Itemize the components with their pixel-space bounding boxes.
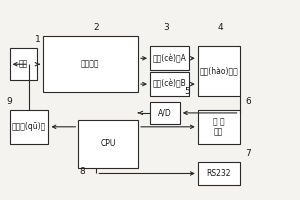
Text: 液 晶
顯示: 液 晶 顯示 (213, 117, 224, 137)
Bar (198, 162, 240, 185)
Text: 吸收氣室: 吸收氣室 (81, 60, 100, 69)
Bar (10, 48, 37, 80)
Text: 5: 5 (184, 87, 190, 96)
Text: CPU: CPU (100, 139, 116, 148)
Bar (150, 72, 189, 96)
Bar (150, 102, 180, 124)
Text: 3: 3 (164, 23, 169, 32)
Text: 9: 9 (7, 97, 12, 106)
Text: 信號(hào)放大: 信號(hào)放大 (199, 67, 238, 76)
Text: 8: 8 (80, 167, 86, 176)
Text: 探測(cè)器B: 探測(cè)器B (152, 80, 186, 89)
Bar (10, 110, 49, 144)
Bar (78, 120, 138, 168)
Text: A/D: A/D (158, 108, 172, 117)
Bar (150, 46, 189, 70)
Bar (198, 110, 240, 144)
Text: 6: 6 (246, 97, 251, 106)
Text: 探測(cè)器A: 探測(cè)器A (152, 54, 186, 63)
Text: 1: 1 (35, 35, 41, 44)
Bar (43, 36, 138, 92)
Text: 4: 4 (217, 23, 223, 32)
Text: RS232: RS232 (206, 169, 231, 178)
Text: 7: 7 (246, 149, 251, 158)
Text: 2: 2 (93, 23, 99, 32)
Bar (198, 46, 240, 96)
Text: 光源: 光源 (19, 60, 28, 69)
Text: 脈沖驅(qū)動: 脈沖驅(qū)動 (12, 122, 46, 131)
